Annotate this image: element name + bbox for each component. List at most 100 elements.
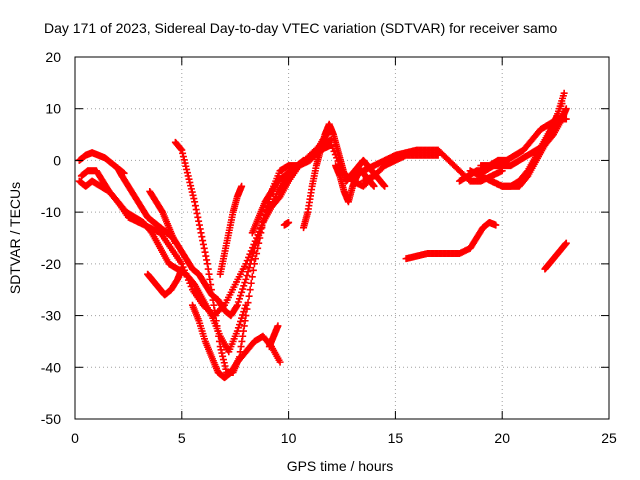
y-tick-label: -10 [41,204,61,220]
data-point [183,165,191,173]
data-point [257,229,265,237]
axis-ticks: 0 5 10 15 20 25 -50 -40 -30 -20 -10 0 10 20 [41,49,617,446]
data-point [215,332,223,340]
data-point [370,182,378,190]
data-point [199,240,207,248]
x-tick-label: 20 [494,430,510,446]
data-point [202,252,210,260]
data-point [187,182,195,190]
data-point [192,206,200,214]
series-track-14 [332,162,378,206]
data-point [233,303,241,311]
data-point [249,248,257,256]
data-point [242,275,250,283]
data-point [194,213,202,221]
data-point [259,218,267,226]
data-point [233,301,241,309]
data-point [179,153,187,161]
data-point [206,275,214,283]
data-point [434,151,442,159]
data-point [184,172,192,180]
data-point [248,273,256,281]
data-point [247,279,255,287]
series-track-16 [359,151,442,185]
data-point [186,178,194,186]
y-tick-label: 10 [45,101,61,117]
data-point [244,299,252,307]
data-point [234,298,242,306]
data-point [204,265,212,273]
data-point [250,260,258,268]
data-point [242,312,250,320]
series-track-11 [248,156,308,237]
data-point [247,256,255,264]
series-track-9 [146,187,179,247]
data-point [239,327,247,335]
data-point [238,288,246,296]
series-track-6 [188,301,284,382]
data-point [210,301,218,309]
data-point [221,362,229,370]
data-point [213,322,221,330]
data-point [251,255,259,263]
data-point [562,115,570,123]
data-point [239,285,247,293]
data-point [182,162,190,170]
data-point [235,321,243,329]
data-point [195,221,203,229]
chart-title: Day 171 of 2023, Sidereal Day-to-day VTE… [44,20,557,36]
data-point [562,105,570,113]
y-tick-label: -50 [41,411,61,427]
data-point [381,182,389,190]
data-point [203,260,211,268]
y-tick-label: -20 [41,256,61,272]
series-track-21 [402,218,500,263]
data-point [219,356,227,364]
data-point [188,188,196,196]
data-point [254,244,262,252]
data-point [300,156,308,164]
data-point [274,322,282,330]
data-point [235,295,243,303]
data-point [220,359,228,367]
data-point [560,89,568,97]
data-point [492,221,500,229]
grid [75,57,609,419]
data-point [245,264,253,272]
data-point [179,149,187,157]
data-point [240,282,248,290]
series-track-18 [466,100,566,190]
data-point [238,337,246,345]
data-point [215,337,223,345]
data-point [200,244,208,252]
data-point [211,312,219,320]
data-point [178,146,186,154]
data-point [240,322,248,330]
data-point [256,234,264,242]
data-point [189,191,197,199]
data-point [178,265,186,273]
data-point [238,182,246,190]
data-point [181,159,189,167]
data-point [285,218,293,226]
data-point [212,317,220,325]
data-point [217,346,225,354]
data-point [243,271,251,279]
data-point [180,156,188,164]
y-tick-label: 0 [53,152,61,168]
data-point [199,237,207,245]
data-point [244,268,252,276]
x-tick-label: 0 [71,430,79,446]
x-tick-label: 25 [601,430,617,446]
data-point [255,239,263,247]
y-tick-label: 20 [45,49,61,65]
data-point [196,225,204,233]
data-point [205,270,213,278]
data-point [218,349,226,357]
x-tick-label: 10 [281,430,297,446]
data-point [177,145,185,153]
data-point [239,332,247,340]
data-point [197,229,205,237]
